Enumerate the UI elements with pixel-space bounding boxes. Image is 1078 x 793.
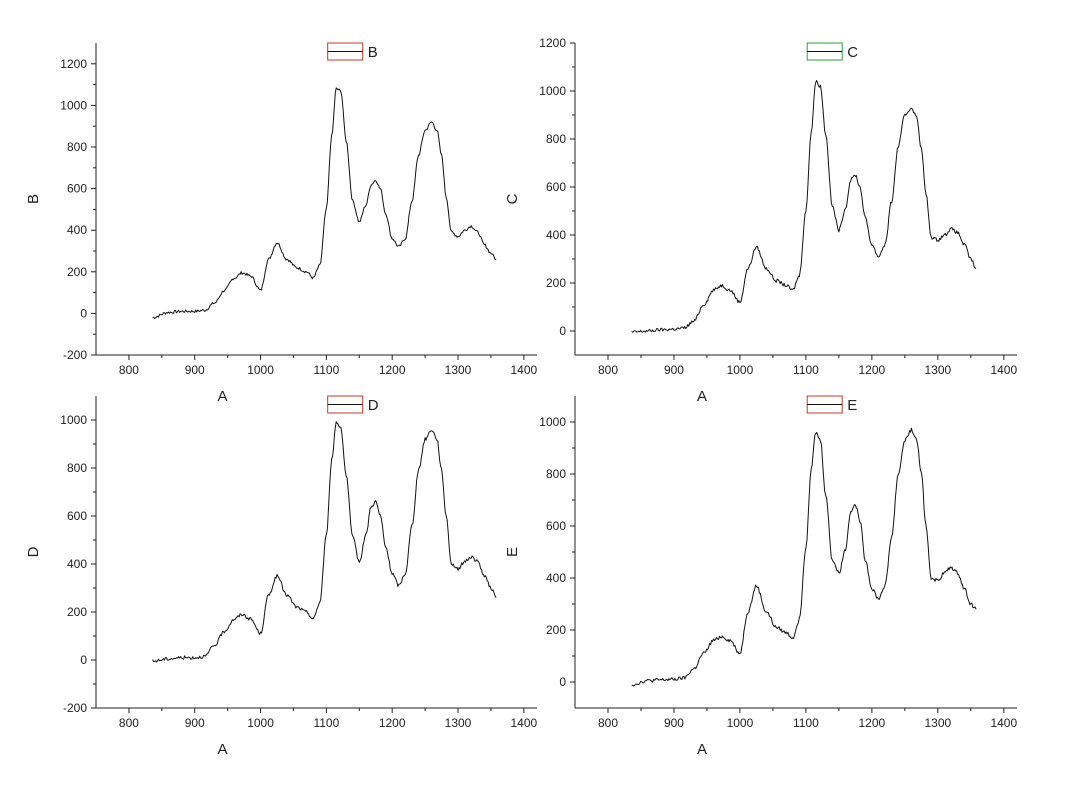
x-tick-label: 800 — [598, 716, 618, 730]
y-tick-label: 400 — [546, 228, 566, 242]
legend-label: C — [847, 44, 858, 61]
x-tick-label: 800 — [119, 716, 139, 730]
x-tick-label: 1300 — [924, 716, 951, 730]
legend-label: B — [368, 44, 378, 61]
x-tick-label: 800 — [598, 363, 618, 377]
x-tick-label: 900 — [664, 716, 684, 730]
y-tick-label: 1000 — [60, 98, 87, 112]
legend: E — [806, 395, 857, 414]
x-tick-label: 1000 — [727, 716, 754, 730]
y-tick-label: 600 — [67, 509, 87, 523]
y-tick-label: 400 — [67, 223, 87, 237]
x-tick-label: 1100 — [793, 716, 819, 730]
y-tick-label: 400 — [546, 571, 566, 585]
series-line-d — [152, 421, 497, 663]
x-tick-label: 1200 — [379, 716, 406, 730]
x-tick-label: 1400 — [510, 363, 537, 377]
x-tick-label: 900 — [185, 363, 205, 377]
y-tick-label: 200 — [67, 265, 87, 279]
x-tick-label: 1100 — [793, 363, 819, 377]
y-tick-label: 200 — [546, 276, 566, 290]
x-tick-label: 1200 — [859, 363, 886, 377]
chart-panel-d: -200 0 200 400 600 800 1000 800 900 1000 1100 1200 1… — [25, 395, 538, 758]
y-tick-label: 800 — [67, 461, 87, 475]
x-tick-label: 1000 — [727, 363, 754, 377]
y-tick-label: 1200 — [60, 57, 87, 71]
chart-panel-e: 0 200 400 600 800 1000 800 900 1000 1100 1200 1300 1… — [504, 395, 1017, 758]
series-line-c — [631, 80, 977, 333]
y-tick-label: 1000 — [60, 413, 87, 427]
x-tick-label: 800 — [119, 363, 139, 377]
chart-panel-c: 0 200 400 600 800 1000 1200 800 900 1000 1100 1200 1… — [504, 36, 1017, 405]
x-tick-label: 1400 — [990, 716, 1017, 730]
y-axis-title: D — [25, 546, 42, 557]
y-tick-label: 600 — [67, 182, 87, 196]
y-axis-title: E — [504, 547, 521, 557]
x-tick-label: 1000 — [247, 363, 274, 377]
legend-label: D — [368, 397, 379, 414]
y-tick-label: 800 — [546, 467, 566, 481]
y-tick-label: 0 — [80, 653, 87, 667]
x-tick-label: 1400 — [510, 716, 537, 730]
x-axis-title: A — [217, 741, 227, 758]
y-tick-label: -200 — [63, 348, 87, 362]
y-tick-label: 600 — [546, 519, 566, 533]
y-axis-title: B — [25, 194, 42, 204]
y-tick-label: 0 — [559, 675, 566, 689]
y-tick-label: 800 — [67, 140, 87, 154]
x-axis-title: A — [217, 388, 227, 405]
series-line-e — [631, 427, 977, 687]
legend: B — [327, 42, 378, 61]
x-axis-title: A — [697, 388, 707, 405]
y-tick-label: 0 — [559, 324, 566, 338]
x-tick-label: 1100 — [313, 716, 339, 730]
y-tick-label: 400 — [67, 557, 87, 571]
x-tick-label: 900 — [664, 363, 684, 377]
x-tick-label: 1400 — [990, 363, 1017, 377]
legend: D — [327, 395, 379, 414]
x-axis-title: A — [697, 741, 707, 758]
x-tick-label: 1200 — [379, 363, 406, 377]
y-tick-label: 0 — [80, 306, 87, 320]
x-tick-label: 1000 — [247, 716, 274, 730]
y-tick-label: 600 — [546, 180, 566, 194]
y-tick-label: 800 — [546, 132, 566, 146]
y-tick-label: 1000 — [539, 84, 566, 98]
x-tick-label: 1300 — [445, 363, 472, 377]
x-tick-label: 900 — [185, 716, 205, 730]
x-tick-label: 1300 — [445, 716, 472, 730]
y-tick-label: 1000 — [539, 415, 566, 429]
y-axis-title: C — [504, 193, 521, 204]
y-tick-label: -200 — [63, 701, 87, 715]
x-tick-label: 1100 — [313, 363, 339, 377]
x-tick-label: 1200 — [859, 716, 886, 730]
y-tick-label: 200 — [546, 623, 566, 637]
y-tick-label: 200 — [67, 605, 87, 619]
y-tick-label: 1200 — [539, 36, 566, 50]
legend-label: E — [847, 397, 857, 414]
x-tick-label: 1300 — [924, 363, 951, 377]
series-line-b — [152, 87, 497, 319]
legend: C — [806, 42, 858, 61]
chart-panel-b: -200 0 200 400 600 800 1000 1200 800 900 1000 1100 1… — [25, 42, 538, 405]
